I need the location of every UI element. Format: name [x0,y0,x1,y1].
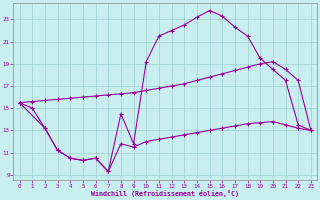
X-axis label: Windchill (Refroidissement éolien,°C): Windchill (Refroidissement éolien,°C) [91,190,239,197]
